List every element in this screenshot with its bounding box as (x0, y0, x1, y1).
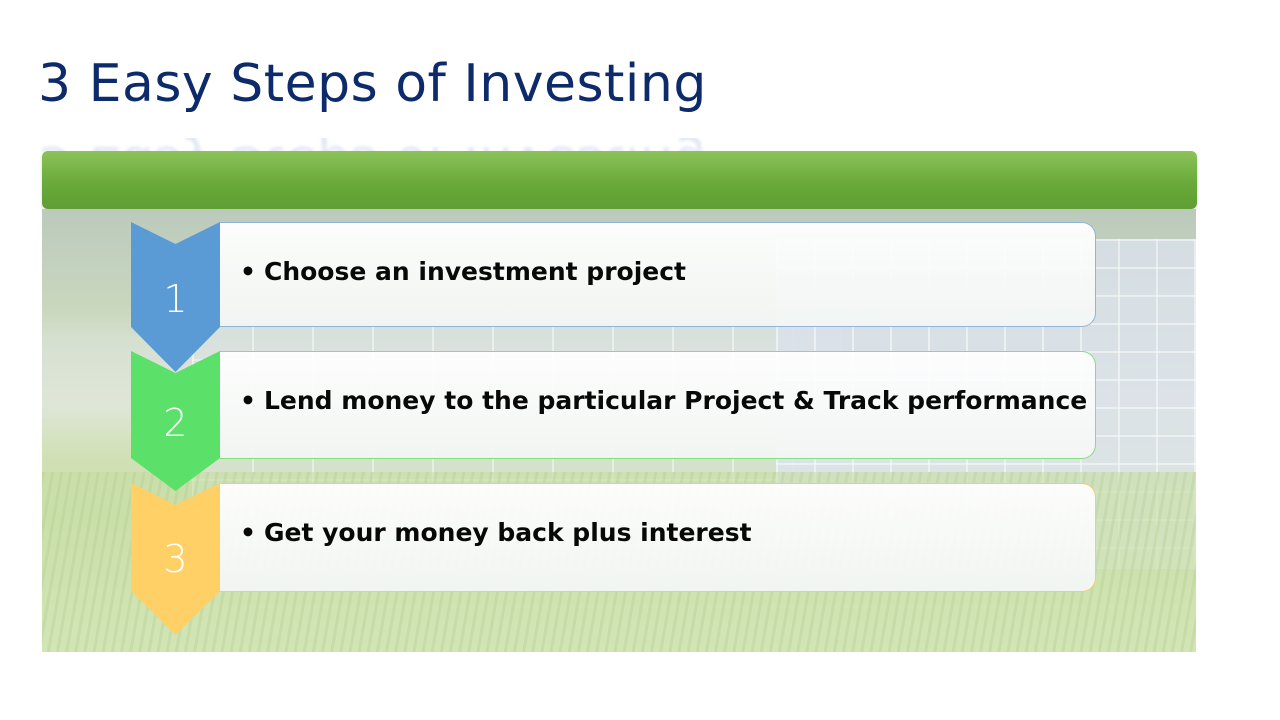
slide-title: 3 Easy Steps of Investing (38, 54, 707, 114)
step-3-chevron (131, 483, 220, 635)
step-1-text: Choose an investment project (263, 257, 686, 286)
step-2-number: 2 (163, 401, 188, 445)
step-2-text-line: • Lend money to the particular Project & … (240, 386, 1087, 415)
step-1-chevron-shape (131, 222, 220, 372)
step-3-text: Get your money back plus interest (263, 518, 752, 547)
bullet-icon: • (240, 518, 256, 547)
step-1-card: • Choose an investment project (220, 222, 1096, 327)
step-2-chevron (131, 351, 220, 491)
step-3-number: 3 (163, 537, 188, 581)
bullet-icon: • (240, 386, 256, 415)
step-2-card: • Lend money to the particular Project & … (220, 351, 1096, 459)
step-3-card: • Get your money back plus interest (220, 483, 1096, 592)
step-3-text-line: • Get your money back plus interest (240, 518, 752, 547)
step-1-chevron (131, 222, 220, 372)
step-3-chevron-shape (131, 483, 220, 635)
step-2-chevron-shape (131, 351, 220, 491)
step-1-text-line: • Choose an investment project (240, 257, 686, 286)
step-1-number: 1 (163, 277, 188, 321)
header-bar (42, 151, 1197, 209)
step-2-text: Lend money to the particular Project & T… (263, 386, 1088, 415)
bullet-icon: • (240, 257, 256, 286)
